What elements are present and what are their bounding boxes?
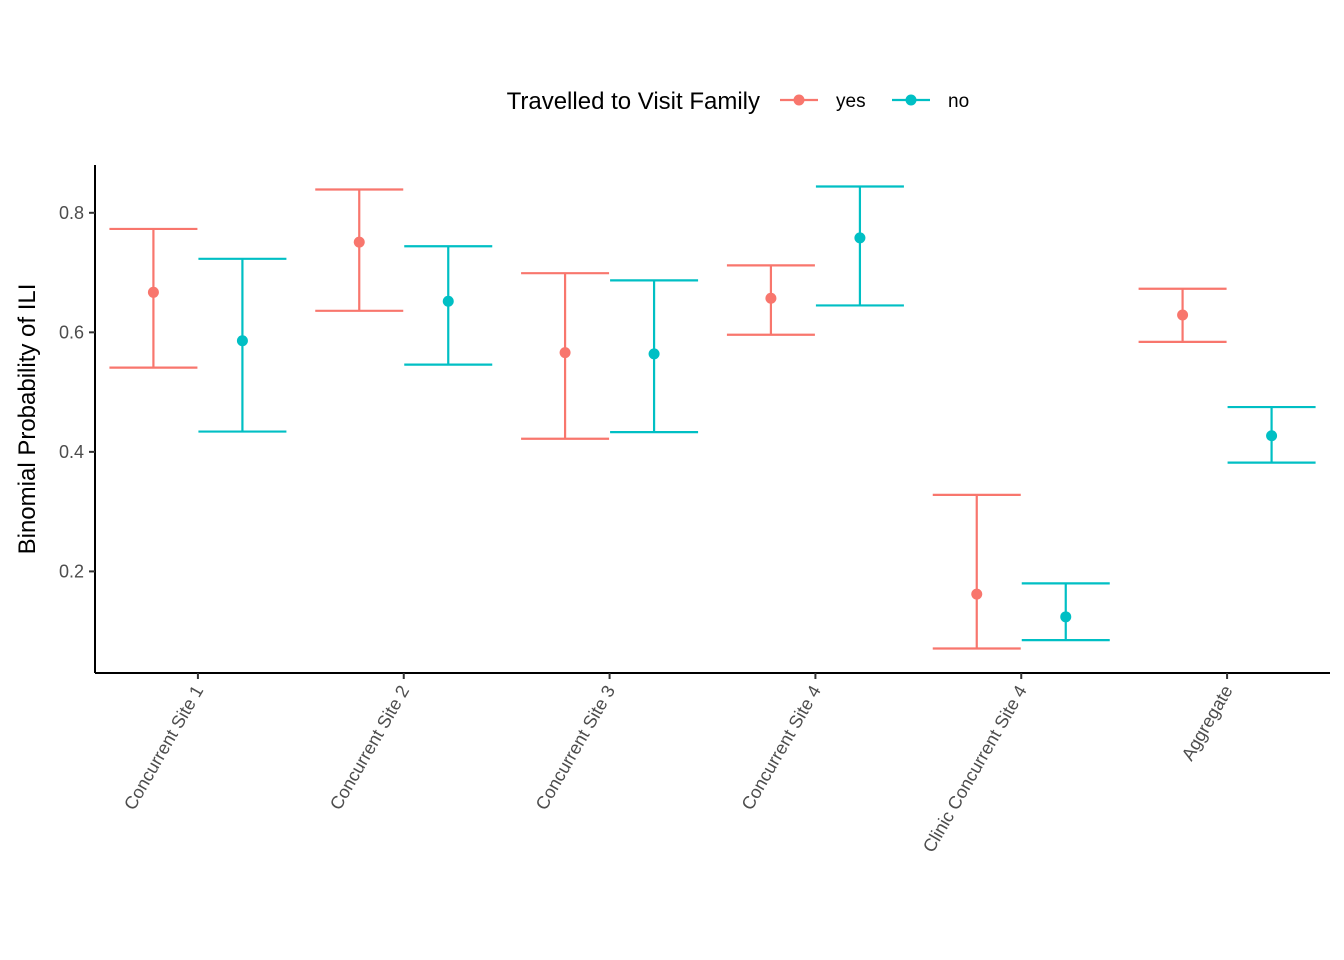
- data-point: [236, 335, 248, 347]
- x-tick-label: Concurrent Site 3: [532, 682, 619, 813]
- y-axis: 0.2 0.4 0.6 0.8: [59, 165, 96, 673]
- y-axis-title: Binomial Probability of ILI: [14, 284, 41, 555]
- data-point: [648, 348, 660, 360]
- error-bar: [815, 185, 904, 307]
- data-point: [147, 286, 159, 298]
- y-tick-label: 0.4: [59, 442, 84, 462]
- x-tick-label: Concurrent Site 4: [738, 682, 825, 813]
- legend-label: yes: [836, 91, 866, 112]
- series-yes: [109, 188, 1227, 650]
- legend-key-point: [793, 94, 805, 106]
- x-tick-label: Concurrent Site 1: [120, 682, 207, 813]
- legend-items: yes no: [780, 91, 969, 112]
- data-point: [765, 292, 777, 304]
- error-bar: [315, 188, 404, 312]
- data-marks: [109, 185, 1316, 650]
- series-no: [198, 185, 1316, 642]
- data-point: [1177, 309, 1189, 321]
- x-tick-label: Aggregate: [1178, 682, 1237, 764]
- x-tick-label: Clinic Concurrent Site 4: [919, 682, 1031, 856]
- x-tick-label: Concurrent Site 2: [326, 682, 413, 813]
- data-point: [854, 232, 866, 244]
- error-bar: [932, 493, 1021, 650]
- legend-item-yes: yes: [780, 91, 866, 112]
- data-point: [1266, 430, 1278, 442]
- data-point: [971, 588, 983, 600]
- error-bar: [109, 227, 198, 369]
- legend-label: no: [948, 91, 969, 112]
- y-tick-label: 0.6: [59, 322, 84, 342]
- legend-title: Travelled to Visit Family: [507, 88, 760, 115]
- y-tick-label: 0.8: [59, 203, 84, 223]
- data-point: [559, 347, 571, 359]
- data-point: [353, 236, 365, 248]
- x-axis: Concurrent Site 1 Concurrent Site 2 Concur…: [95, 672, 1330, 856]
- legend-item-no: no: [892, 91, 969, 112]
- y-tick-label: 0.2: [59, 561, 84, 581]
- data-point: [442, 295, 454, 307]
- legend-key-point: [905, 94, 917, 106]
- data-point: [1060, 611, 1072, 623]
- legend: Travelled to Visit Family yes no: [507, 88, 970, 115]
